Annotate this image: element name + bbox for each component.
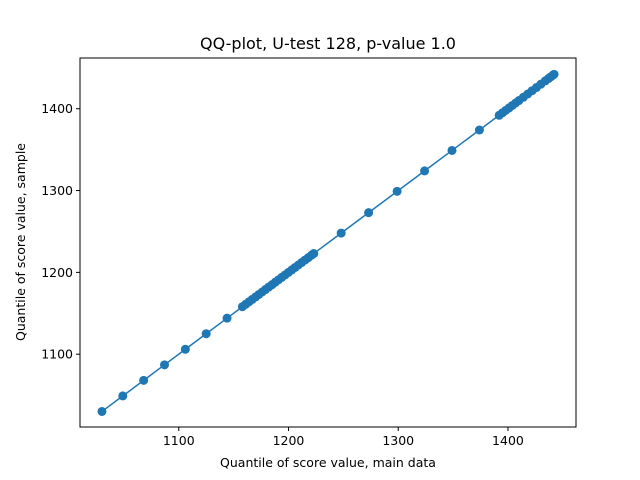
data-point xyxy=(364,208,374,218)
x-axis-ticks: 1100 1200 1300 1400 xyxy=(163,427,524,448)
x-tick-label: 1300 xyxy=(382,433,414,448)
data-point xyxy=(180,344,190,354)
data-point xyxy=(139,375,149,385)
x-tick-label: 1100 xyxy=(163,433,195,448)
x-tick-label: 1400 xyxy=(492,433,524,448)
data-point xyxy=(118,391,128,401)
data-point xyxy=(549,69,559,79)
data-point xyxy=(201,329,211,339)
data-point xyxy=(97,406,107,416)
x-axis-label: Quantile of score value, main data xyxy=(220,455,436,470)
data-point xyxy=(420,166,430,176)
y-axis-label: Quantile of score value, sample xyxy=(13,143,28,341)
y-tick-label: 1100 xyxy=(41,347,73,362)
data-point xyxy=(336,228,346,238)
data-point xyxy=(309,249,319,259)
plot-area xyxy=(97,69,559,416)
data-point xyxy=(392,186,402,196)
chart-title: QQ-plot, U-test 128, p-value 1.0 xyxy=(200,34,456,53)
y-tick-label: 1200 xyxy=(41,265,73,280)
axes-frame xyxy=(79,57,577,428)
data-point xyxy=(222,313,232,323)
x-tick-label: 1200 xyxy=(273,433,305,448)
data-point xyxy=(160,360,169,370)
y-tick-label: 1300 xyxy=(41,183,73,198)
data-point xyxy=(474,125,484,135)
y-tick-label: 1400 xyxy=(41,101,73,116)
y-axis-ticks: 1100 1200 1300 1400 xyxy=(41,101,80,362)
data-point xyxy=(447,145,457,155)
